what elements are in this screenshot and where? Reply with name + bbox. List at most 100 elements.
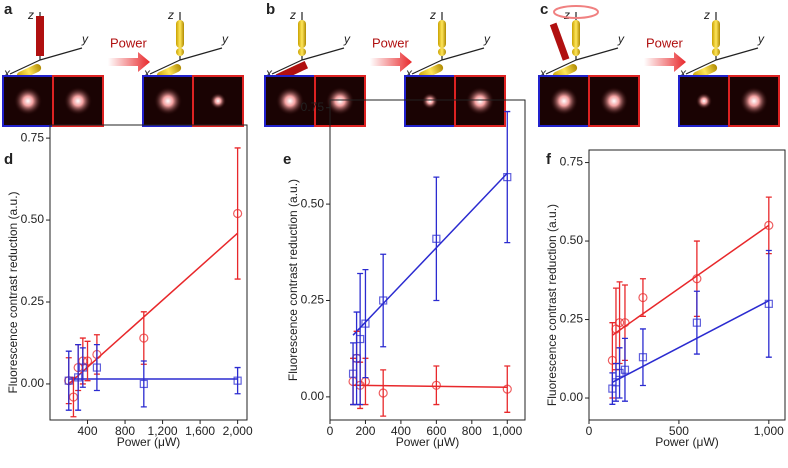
error-bar — [621, 337, 628, 402]
point — [503, 173, 512, 182]
x-tick-label: 400 — [391, 424, 411, 438]
point — [139, 379, 148, 389]
axis-letter: y — [81, 32, 89, 46]
error-bar — [93, 343, 100, 392]
axis-x — [545, 59, 577, 75]
point — [361, 319, 370, 328]
x-tick-label: 0 — [327, 424, 334, 438]
panel-letter: a — [4, 1, 13, 18]
fit-line — [353, 384, 508, 388]
y-tick-label: 0.00 — [560, 390, 584, 404]
x-tick-label: 600 — [426, 424, 446, 438]
red-arrow — [549, 22, 570, 61]
spot — [422, 93, 438, 109]
spot — [600, 87, 628, 115]
axis-x — [271, 59, 303, 75]
power-label: Power — [646, 35, 684, 50]
point — [764, 299, 773, 308]
fit-line — [68, 232, 239, 385]
axis-icon: x y z — [143, 8, 229, 80]
error-bar — [79, 347, 86, 388]
spot — [326, 87, 354, 115]
axis-x — [149, 59, 181, 75]
y-tick-label: 0.50 — [21, 212, 45, 226]
sphere — [298, 48, 306, 56]
point — [78, 363, 87, 372]
axis-letter: z — [563, 8, 570, 22]
x-tick-label: 1,000 — [492, 424, 522, 438]
axis-letter: x — [265, 66, 273, 80]
y-tick-label: 0.25 — [301, 293, 325, 307]
axis-letter: z — [703, 8, 710, 22]
spot — [696, 93, 712, 109]
x-tick-label: 800 — [115, 424, 135, 438]
point — [74, 373, 83, 382]
fit-line — [612, 300, 770, 383]
y-tick-label: 0.00 — [301, 389, 325, 403]
rotation-ring — [553, 5, 599, 19]
axis-letter: z — [429, 8, 436, 22]
spot — [14, 87, 42, 115]
error-bar — [75, 343, 82, 411]
axis-letter: y — [757, 32, 765, 46]
error-bar — [609, 372, 616, 405]
axis-y — [39, 47, 83, 61]
axis-y — [301, 47, 345, 61]
axis-icon: x y z — [405, 8, 491, 80]
axis-letter: x — [679, 66, 687, 80]
point — [620, 365, 630, 374]
y-tick-label: 0.75 — [560, 155, 584, 169]
point — [233, 376, 242, 385]
spot — [740, 87, 768, 115]
error-bar — [433, 365, 440, 406]
rod — [298, 20, 306, 48]
rod — [712, 20, 720, 48]
panel-letter: e — [283, 151, 291, 168]
axis-icon: x y z — [265, 8, 351, 80]
power-label: Power — [110, 35, 148, 50]
sphere — [572, 48, 580, 56]
sphere — [176, 48, 184, 56]
point — [502, 384, 512, 394]
y-tick-label: 0.25 — [560, 312, 584, 326]
point — [92, 363, 102, 372]
axis-y — [441, 47, 485, 61]
error-bar — [234, 366, 241, 395]
axis-letter: y — [221, 32, 229, 46]
error-bar — [380, 253, 387, 348]
x-tick-label: 400 — [78, 424, 98, 438]
y-axis-label: Fluorescence contrast reduction (a.u.) — [286, 179, 300, 381]
spot — [550, 87, 578, 115]
error-bar — [639, 328, 646, 387]
x-tick-label: 1,000 — [754, 424, 784, 438]
point — [432, 234, 441, 243]
axis-letter: z — [289, 8, 296, 22]
error-bar — [504, 365, 511, 413]
spot — [210, 93, 226, 109]
error-bar — [65, 350, 72, 411]
axis-x — [685, 59, 717, 75]
rod — [572, 20, 580, 48]
axis-letter: z — [27, 8, 34, 22]
plot-frame — [329, 99, 526, 421]
rod — [438, 20, 446, 48]
plot-frame — [49, 124, 248, 421]
axis-letter: z — [167, 8, 174, 22]
error-bar — [433, 176, 440, 302]
point — [82, 356, 93, 366]
point — [233, 208, 243, 219]
error-bar — [380, 369, 387, 417]
x-tick-label: 200 — [355, 424, 375, 438]
axis-icon: x y z — [679, 8, 765, 80]
error-bar — [362, 268, 369, 379]
x-tick-label: 500 — [669, 424, 689, 438]
point — [614, 318, 625, 328]
axis-letter: y — [617, 32, 625, 46]
x-tick-label: 1,200 — [148, 424, 178, 438]
panel-letter: d — [4, 151, 13, 168]
red-arrow — [36, 16, 44, 56]
power-arrow — [644, 52, 686, 72]
axis-x — [9, 59, 41, 75]
point — [638, 292, 648, 303]
